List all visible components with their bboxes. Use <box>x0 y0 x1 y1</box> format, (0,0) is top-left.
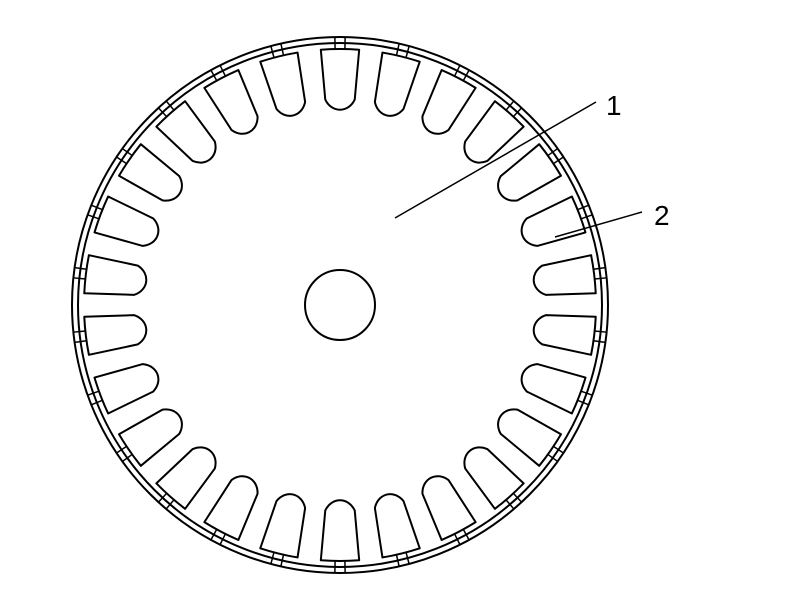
rotor-svg <box>0 0 800 602</box>
diagram-container: 1 2 <box>0 0 800 602</box>
callout-label-1: 1 <box>606 90 622 122</box>
callout-label-2: 2 <box>654 200 670 232</box>
